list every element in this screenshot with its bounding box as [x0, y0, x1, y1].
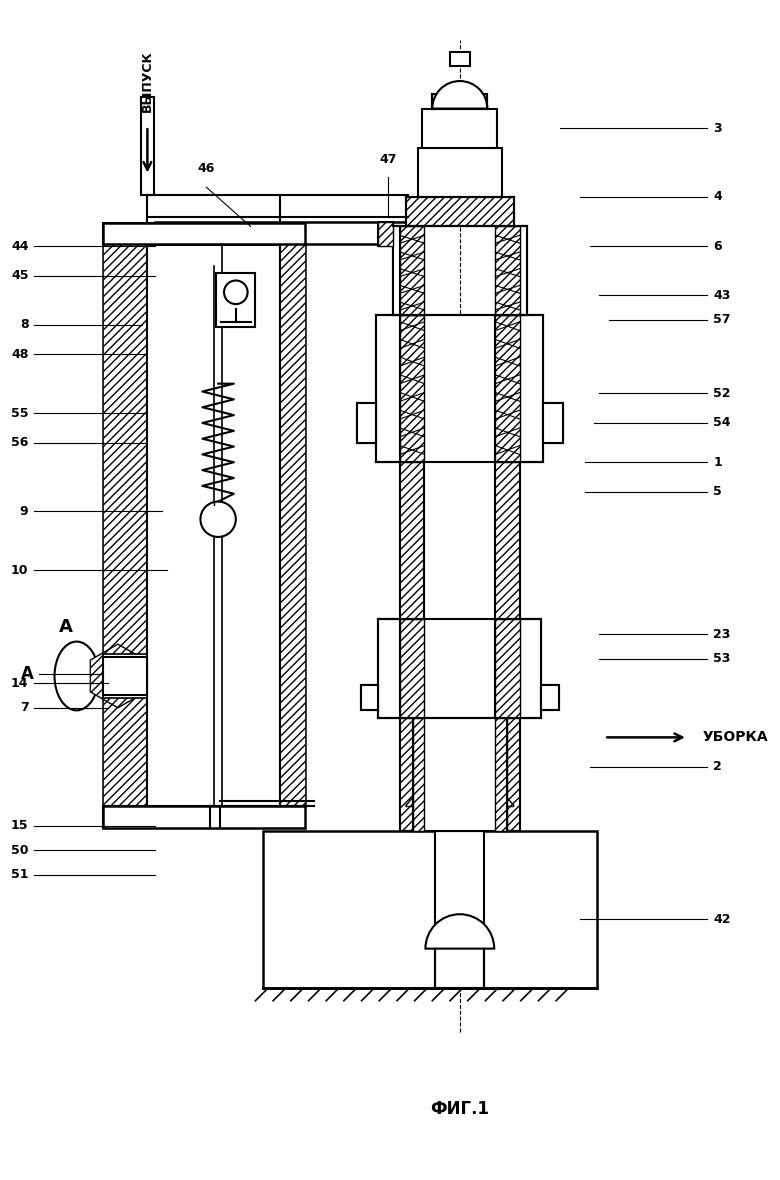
- Wedge shape: [432, 81, 488, 109]
- Text: ФИГ.1: ФИГ.1: [431, 1100, 489, 1117]
- Polygon shape: [103, 223, 304, 244]
- Text: 2: 2: [714, 760, 722, 773]
- Polygon shape: [400, 227, 424, 315]
- Text: 51: 51: [11, 868, 29, 881]
- Polygon shape: [360, 686, 378, 710]
- Bar: [356, 404, 376, 442]
- Text: 42: 42: [714, 912, 731, 925]
- Bar: [103, 223, 304, 244]
- Text: ВЫПУСК: ВЫПУСК: [141, 50, 154, 111]
- Bar: [519, 227, 526, 315]
- Text: УБОРКА: УБОРКА: [703, 730, 768, 745]
- Polygon shape: [413, 717, 424, 831]
- Text: 45: 45: [11, 269, 29, 282]
- Wedge shape: [425, 914, 495, 949]
- Bar: [432, 94, 488, 109]
- Text: 6: 6: [714, 240, 722, 253]
- Text: 5: 5: [714, 485, 722, 498]
- Polygon shape: [495, 315, 519, 463]
- Bar: [378, 620, 400, 717]
- Bar: [424, 315, 495, 831]
- Text: 57: 57: [714, 314, 731, 327]
- Polygon shape: [90, 644, 145, 708]
- Bar: [216, 273, 256, 327]
- Polygon shape: [406, 772, 514, 806]
- Polygon shape: [103, 244, 147, 806]
- Polygon shape: [406, 197, 514, 227]
- Polygon shape: [400, 315, 424, 831]
- Text: 50: 50: [11, 844, 29, 857]
- Polygon shape: [378, 620, 400, 717]
- Polygon shape: [495, 227, 519, 315]
- Text: 10: 10: [11, 564, 29, 577]
- Bar: [264, 831, 597, 988]
- Text: 7: 7: [20, 701, 29, 714]
- Polygon shape: [103, 806, 304, 828]
- Text: 52: 52: [714, 387, 731, 400]
- Bar: [378, 222, 393, 247]
- Text: 4: 4: [714, 190, 722, 203]
- Circle shape: [224, 281, 247, 304]
- Text: 47: 47: [379, 152, 397, 165]
- Bar: [413, 717, 507, 831]
- Bar: [435, 772, 484, 988]
- Text: 14: 14: [11, 677, 29, 690]
- Polygon shape: [356, 404, 376, 442]
- Polygon shape: [400, 620, 424, 717]
- Text: А: А: [59, 618, 73, 636]
- Polygon shape: [376, 315, 400, 463]
- Ellipse shape: [55, 642, 99, 710]
- Polygon shape: [495, 315, 519, 831]
- Text: 9: 9: [20, 505, 29, 518]
- Polygon shape: [90, 644, 145, 708]
- Text: 56: 56: [11, 437, 29, 450]
- Text: 46: 46: [197, 163, 215, 176]
- Text: 23: 23: [714, 628, 731, 641]
- Bar: [103, 806, 304, 828]
- Bar: [519, 315, 544, 463]
- Polygon shape: [544, 404, 563, 442]
- Bar: [393, 227, 400, 315]
- Bar: [103, 244, 304, 806]
- Text: 1: 1: [714, 455, 722, 468]
- Text: 3: 3: [714, 122, 722, 135]
- Polygon shape: [400, 315, 424, 463]
- Text: 54: 54: [714, 417, 731, 430]
- Bar: [103, 657, 147, 695]
- Bar: [450, 52, 470, 66]
- Polygon shape: [495, 620, 519, 717]
- Polygon shape: [393, 227, 400, 315]
- Text: 53: 53: [714, 653, 731, 666]
- Bar: [376, 315, 400, 463]
- Bar: [544, 404, 563, 442]
- Polygon shape: [378, 222, 393, 247]
- Bar: [519, 620, 541, 717]
- Polygon shape: [519, 227, 526, 315]
- Bar: [541, 686, 559, 710]
- Text: А: А: [20, 664, 34, 682]
- Polygon shape: [280, 244, 304, 806]
- Polygon shape: [495, 717, 507, 831]
- Bar: [423, 109, 497, 148]
- Polygon shape: [519, 620, 541, 717]
- Bar: [417, 148, 502, 197]
- Text: 48: 48: [11, 348, 29, 361]
- Text: 44: 44: [11, 240, 29, 253]
- Circle shape: [200, 502, 236, 537]
- Bar: [103, 654, 147, 699]
- Text: 8: 8: [20, 319, 29, 332]
- Text: 15: 15: [11, 819, 29, 832]
- Polygon shape: [519, 315, 544, 463]
- Polygon shape: [541, 686, 559, 710]
- Text: 43: 43: [714, 289, 731, 302]
- Text: 55: 55: [11, 407, 29, 420]
- Bar: [360, 686, 378, 710]
- Polygon shape: [406, 772, 514, 806]
- Bar: [155, 222, 408, 244]
